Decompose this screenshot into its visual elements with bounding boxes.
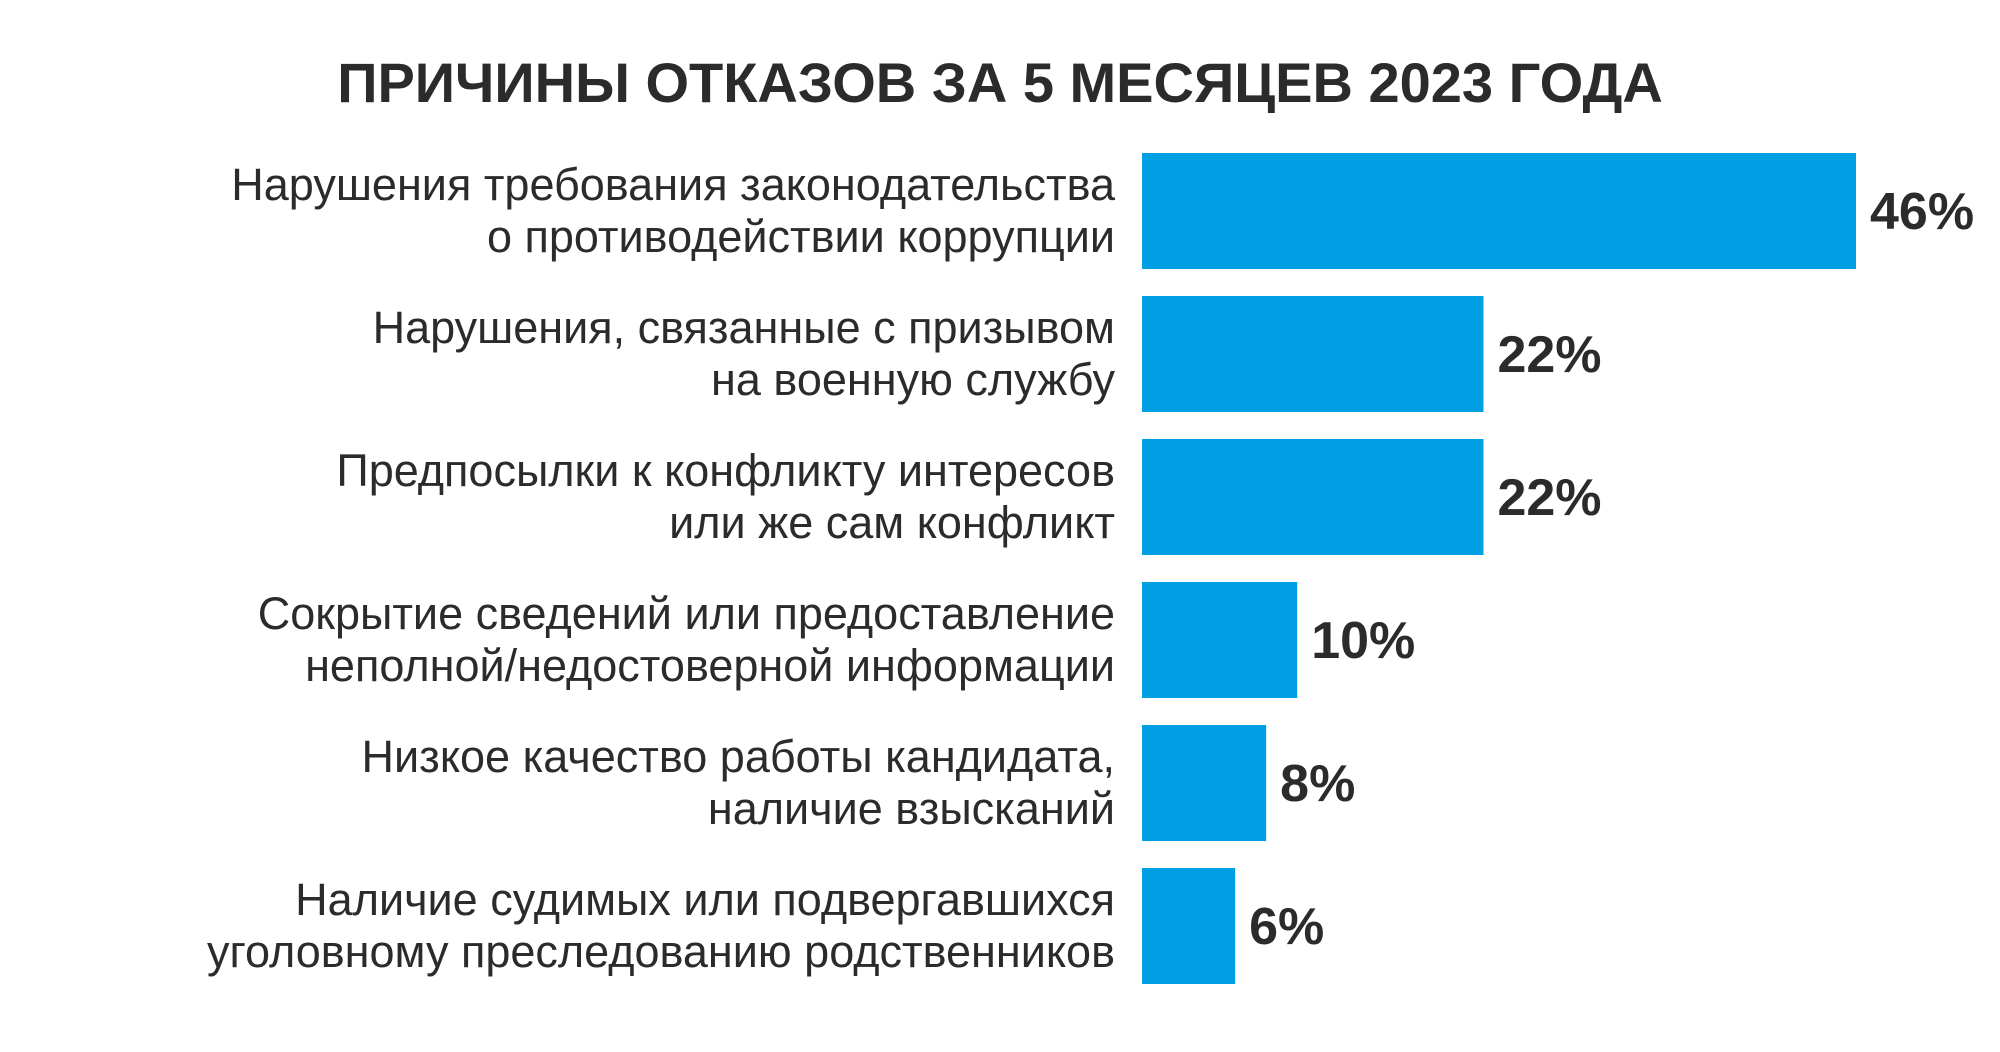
bar-0 xyxy=(1142,153,1856,269)
bar-2 xyxy=(1142,439,1484,555)
category-label-3-line-0: Сокрытие сведений или предоставление xyxy=(258,588,1115,639)
category-label-5-line-0: Наличие судимых или подвергавшихся xyxy=(295,874,1115,925)
category-label-2: Предпосылки к конфликту интересов или же … xyxy=(336,445,1115,548)
value-label-2: 22% xyxy=(1497,469,1601,527)
category-label-4-line-0: Низкое качество работы кандидата, xyxy=(362,731,1115,782)
category-label-0-line-0: Нарушения требования законодательства xyxy=(231,159,1116,210)
category-label-1-line-1: на военную службу xyxy=(711,354,1115,405)
category-label-4-line-1: наличие взысканий xyxy=(708,783,1115,834)
category-label-1: Нарушения, связанные с призывом на военну… xyxy=(373,302,1116,405)
value-label-1: 22% xyxy=(1497,326,1601,384)
value-label-5: 6% xyxy=(1249,898,1324,956)
bar-5 xyxy=(1142,868,1236,984)
category-label-2-line-0: Предпосылки к конфликту интересов xyxy=(336,445,1115,496)
bar-3 xyxy=(1142,582,1298,698)
category-label-3: Сокрытие сведений или предоставление непо… xyxy=(258,588,1115,691)
category-label-5-line-1: уголовному преследованию родственников xyxy=(207,926,1115,977)
value-label-4: 8% xyxy=(1280,755,1355,813)
category-label-0-line-1: о противодействии коррупции xyxy=(487,211,1115,262)
category-label-1-line-0: Нарушения, связанные с призывом xyxy=(373,302,1115,353)
bar-4 xyxy=(1142,725,1267,841)
value-label-0: 46% xyxy=(1870,183,1974,241)
category-label-5: Наличие судимых или подвергавшихся уголов… xyxy=(207,874,1115,977)
category-label-4: Низкое качество работы кандидата, наличие… xyxy=(362,731,1115,834)
category-label-3-line-1: неполной/недостоверной информации xyxy=(305,640,1115,691)
chart-title: ПРИЧИНЫ ОТКАЗОВ ЗА 5 МЕСЯЦЕВ 2023 ГОДА xyxy=(337,51,1663,114)
bar-1 xyxy=(1142,296,1484,412)
category-label-0: Нарушения требования законодательства о п… xyxy=(231,159,1116,262)
category-label-2-line-1: или же сам конфликт xyxy=(669,497,1115,548)
value-label-3: 10% xyxy=(1311,612,1415,670)
